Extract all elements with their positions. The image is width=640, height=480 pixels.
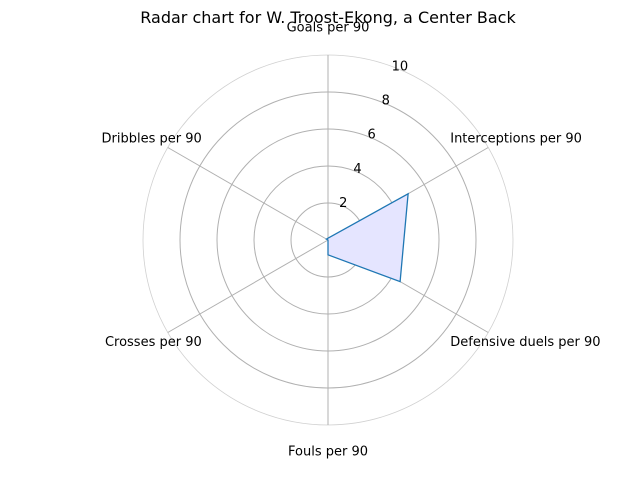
radial-tick-label: 6 xyxy=(367,128,375,143)
axis-spoke xyxy=(167,239,329,333)
label-layer: 2 4 6 8 10 Goals per 90 Interceptions per 90 De… xyxy=(101,21,600,460)
radial-tick-label: 2 xyxy=(339,196,347,211)
grid-layer xyxy=(142,54,514,426)
axis-label: Goals per 90 xyxy=(287,21,370,36)
axis-spoke xyxy=(167,147,329,241)
data-layer xyxy=(325,192,409,283)
axis-label: Interceptions per 90 xyxy=(450,131,582,146)
axis-label: Fouls per 90 xyxy=(288,445,368,460)
chart-title: Radar chart for W. Troost-Ekong, a Cente… xyxy=(140,8,516,27)
axis-label: Crosses per 90 xyxy=(105,335,202,350)
axis-label: Defensive duels per 90 xyxy=(450,335,600,350)
axis-label: Dribbles per 90 xyxy=(101,131,201,146)
radial-tick-label: 10 xyxy=(392,59,409,74)
radial-tick-label: 8 xyxy=(382,93,390,108)
radial-tick-label: 4 xyxy=(353,162,361,177)
